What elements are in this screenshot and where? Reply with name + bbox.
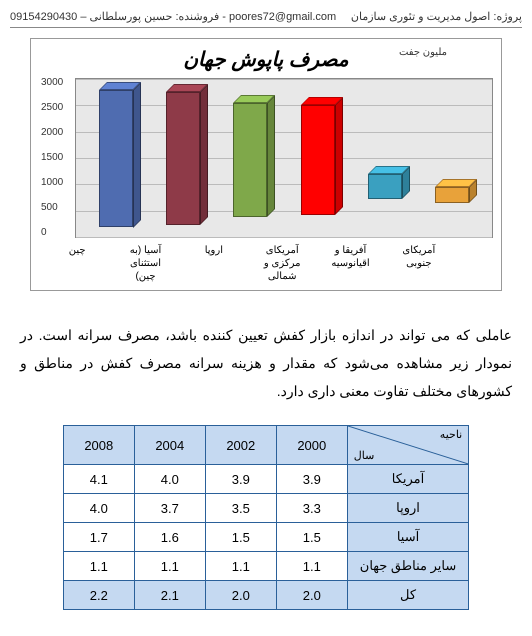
x-tick: آسیا (به استثنای چین) (123, 244, 169, 284)
table-cell: 2.0 (276, 581, 347, 610)
x-tick: آمریکای جنوبی (396, 244, 442, 284)
diag-col-label: سال (354, 449, 375, 462)
y-tick: 1000 (41, 178, 75, 188)
plot-area (75, 78, 493, 238)
bar-chart: مصرف پاپوش جهان ملیون جفت 30002500200015… (30, 38, 502, 291)
bar (435, 187, 469, 237)
table-cell: 2.1 (134, 581, 205, 610)
table-corner: ناحیه سال (347, 426, 468, 465)
x-tick: چین (54, 244, 100, 284)
table-cell: 3.5 (205, 494, 276, 523)
diag-row-label: ناحیه (440, 428, 462, 441)
row-label: سایر مناطق جهان (347, 552, 468, 581)
seller-text: فروشنده: حسین پورسلطانی – 09154290430 - (10, 11, 226, 23)
y-tick: 0 (41, 228, 75, 238)
project-title: پروژه: اصول مدیریت و تئوری سازمان (351, 10, 522, 23)
table-cell: 1.7 (63, 523, 134, 552)
table-cell: 4.0 (134, 465, 205, 494)
y-tick: 2500 (41, 103, 75, 113)
table-cell: 3.3 (276, 494, 347, 523)
bar (301, 105, 335, 237)
table-cell: 4.0 (63, 494, 134, 523)
table-cell: 1.6 (134, 523, 205, 552)
table-cell: 3.9 (276, 465, 347, 494)
table-cell: 3.9 (205, 465, 276, 494)
table-cell: 2.2 (63, 581, 134, 610)
table-cell: 3.7 (134, 494, 205, 523)
row-label: اروپا (347, 494, 468, 523)
page-header: پروژه: اصول مدیریت و تئوری سازمان فروشند… (10, 10, 522, 28)
col-header: 2000 (276, 426, 347, 465)
bar (233, 103, 267, 237)
x-axis: چین آسیا (به استثنای چین) اروپا آمریکای مرک… (37, 244, 459, 284)
y-tick: 2000 (41, 128, 75, 138)
table-cell: 1.1 (63, 552, 134, 581)
col-header: 2008 (63, 426, 134, 465)
bar (166, 92, 200, 237)
table-cell: 1.1 (276, 552, 347, 581)
data-table: ناحیه سال 2000 2002 2004 2008 آمریکا3.93… (63, 425, 469, 610)
table-cell: 1.1 (205, 552, 276, 581)
bar (99, 90, 133, 237)
body-paragraph: عاملی که می تواند در اندازه بازار کفش تع… (20, 321, 512, 405)
y-tick: 500 (41, 203, 75, 213)
y-axis-label: ملیون جفت (397, 47, 449, 58)
x-tick: آفریقا و اقیانوسیه (328, 244, 374, 284)
col-header: 2002 (205, 426, 276, 465)
row-label-total: کل (347, 581, 468, 610)
seller-info: فروشنده: حسین پورسلطانی – 09154290430 - … (10, 10, 336, 23)
row-label: آمریکا (347, 465, 468, 494)
table-cell: 2.0 (205, 581, 276, 610)
x-tick: اروپا (191, 244, 237, 284)
table-cell: 1.1 (134, 552, 205, 581)
bar (368, 174, 402, 237)
seller-email: poores72@gmail.com (229, 11, 336, 23)
table-cell: 4.1 (63, 465, 134, 494)
y-tick: 1500 (41, 153, 75, 163)
table-cell: 1.5 (205, 523, 276, 552)
col-header: 2004 (134, 426, 205, 465)
x-tick: آمریکای مرکزی و شمالی (259, 244, 305, 284)
table-cell: 1.5 (276, 523, 347, 552)
y-tick: 3000 (41, 78, 75, 88)
row-label: آسیا (347, 523, 468, 552)
y-axis: 3000 2500 2000 1500 1000 500 0 (37, 78, 75, 238)
